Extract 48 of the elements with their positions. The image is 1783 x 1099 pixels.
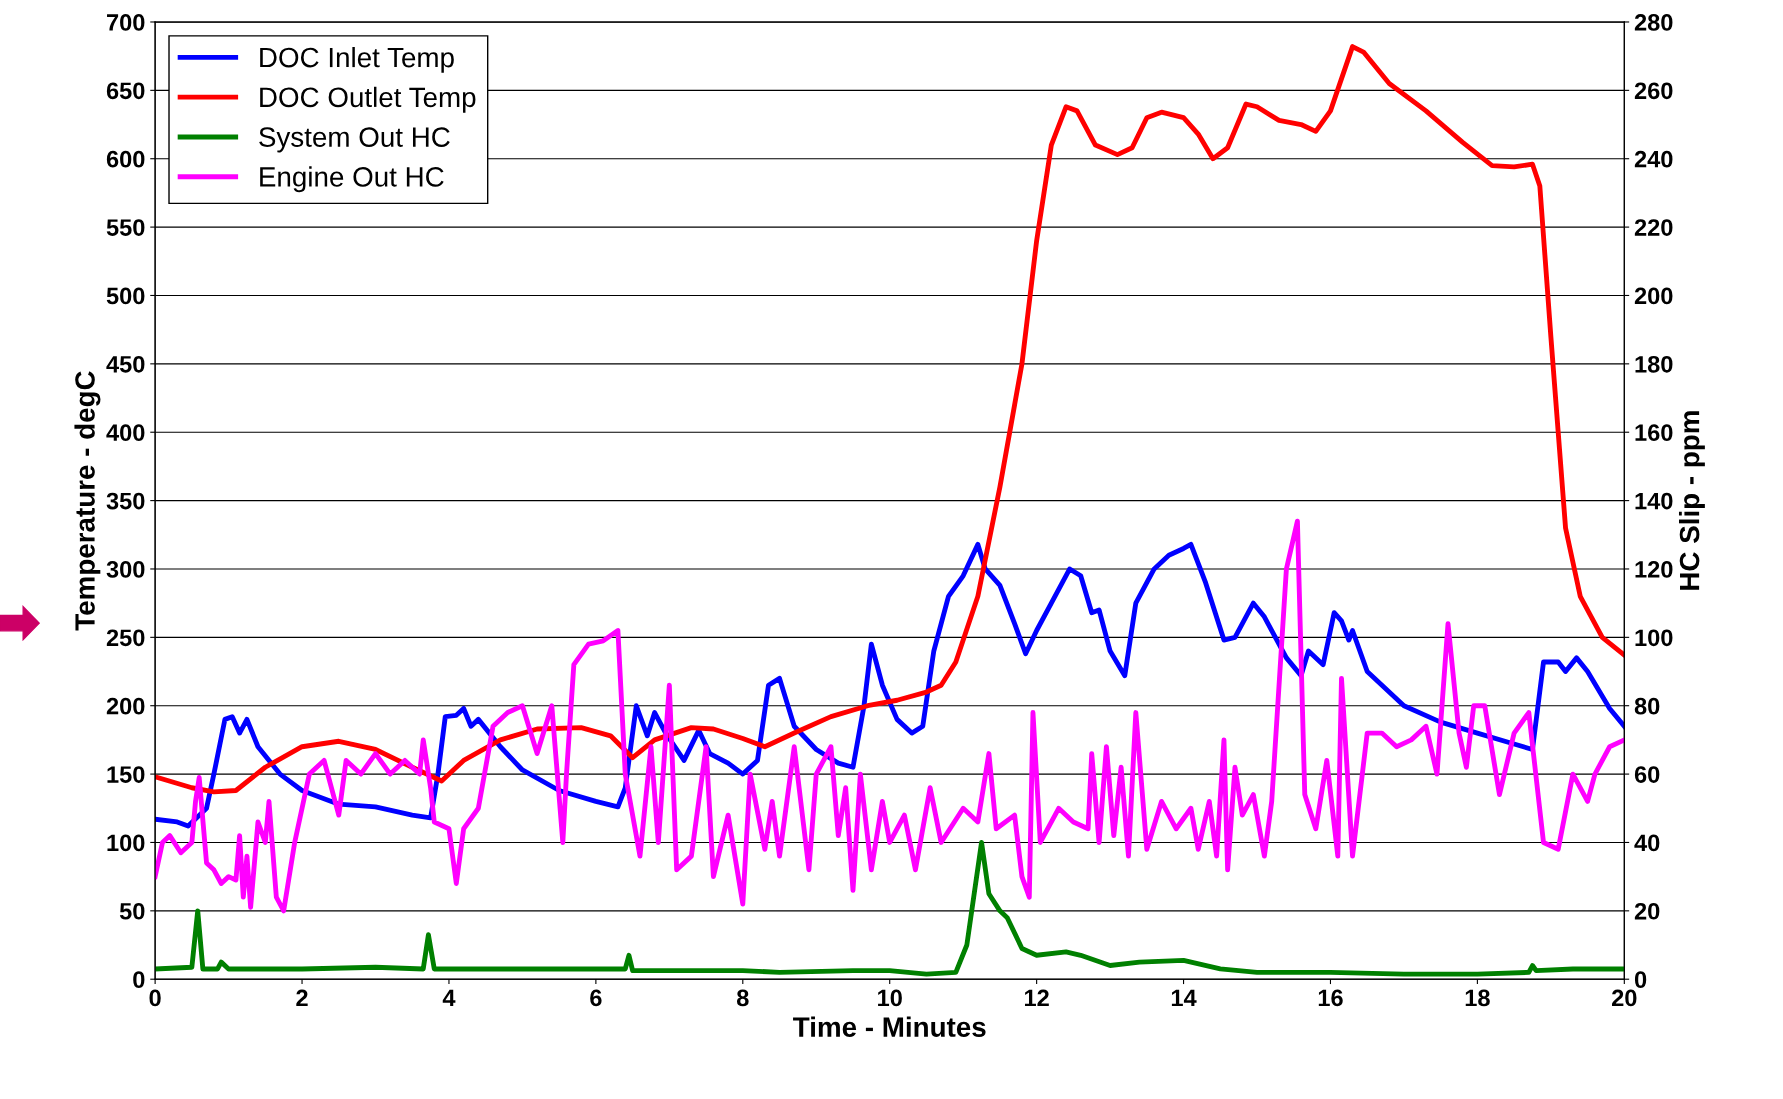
y2-tick-label: 60: [1634, 766, 1660, 783]
y2-tick-label: 260: [1634, 82, 1673, 100]
y-tick-label: 400: [106, 424, 145, 442]
y-tick-label: 500: [106, 287, 145, 305]
x-tick-label: 4: [442, 989, 456, 1007]
y-tick-label: 50: [119, 902, 145, 920]
x-tick-label: 10: [878, 989, 902, 1007]
legend-label: System Out HC: [259, 127, 450, 153]
y2-tick-label: 280: [1634, 14, 1673, 31]
y2-axis-title: HC Slip - ppm: [1678, 411, 1705, 590]
legend-label: DOC Inlet Temp: [260, 46, 454, 73]
y-tick-label: 250: [106, 629, 145, 647]
y-tick-label: 650: [106, 82, 145, 100]
y2-tick-label: 220: [1634, 219, 1673, 236]
y2-tick-label: 200: [1634, 287, 1673, 305]
y-tick-label: 600: [106, 150, 145, 168]
legend-label: DOC Outlet Temp: [260, 86, 476, 113]
y-tick-label: 200: [106, 697, 145, 715]
x-tick-label: 0: [149, 989, 161, 1007]
x-tick-label: 18: [1465, 989, 1490, 1007]
y2-tick-label: 180: [1635, 355, 1673, 373]
y-tick-label: 100: [107, 834, 145, 852]
y2-tick-label: 80: [1634, 697, 1660, 715]
x-tick-label: 16: [1318, 989, 1343, 1007]
y2-tick-label: 20: [1634, 902, 1660, 920]
x-tick-label: 14: [1171, 989, 1197, 1007]
y-tick-label: 0: [133, 971, 145, 988]
x-tick-label: 20: [1612, 989, 1637, 1007]
y-tick-label: 300: [106, 561, 145, 578]
y2-tick-label: 40: [1634, 834, 1660, 852]
y-tick-label: 700: [107, 14, 145, 31]
x-tick-label: 6: [590, 989, 602, 1007]
y2-tick-label: 100: [1635, 629, 1673, 647]
y2-tick-label: 160: [1635, 424, 1673, 442]
legend-label: Engine Out HC: [260, 166, 444, 193]
x-tick-label: 2: [296, 989, 308, 1007]
x-axis-title: Time - Minutes: [793, 1016, 986, 1037]
x-tick-label: 12: [1024, 989, 1049, 1007]
y-tick-label: 150: [107, 766, 145, 783]
y2-tick-label: 120: [1635, 561, 1673, 578]
y-tick-label: 550: [106, 219, 145, 236]
y2-tick-label: 0: [1634, 971, 1647, 988]
y-axis-title: Temperature - degC: [74, 371, 101, 631]
y2-tick-label: 240: [1634, 150, 1673, 168]
x-tick-label: 8: [736, 989, 749, 1007]
y-tick-label: 450: [106, 355, 145, 373]
y2-tick-label: 140: [1635, 492, 1673, 510]
y-tick-label: 350: [106, 492, 145, 510]
